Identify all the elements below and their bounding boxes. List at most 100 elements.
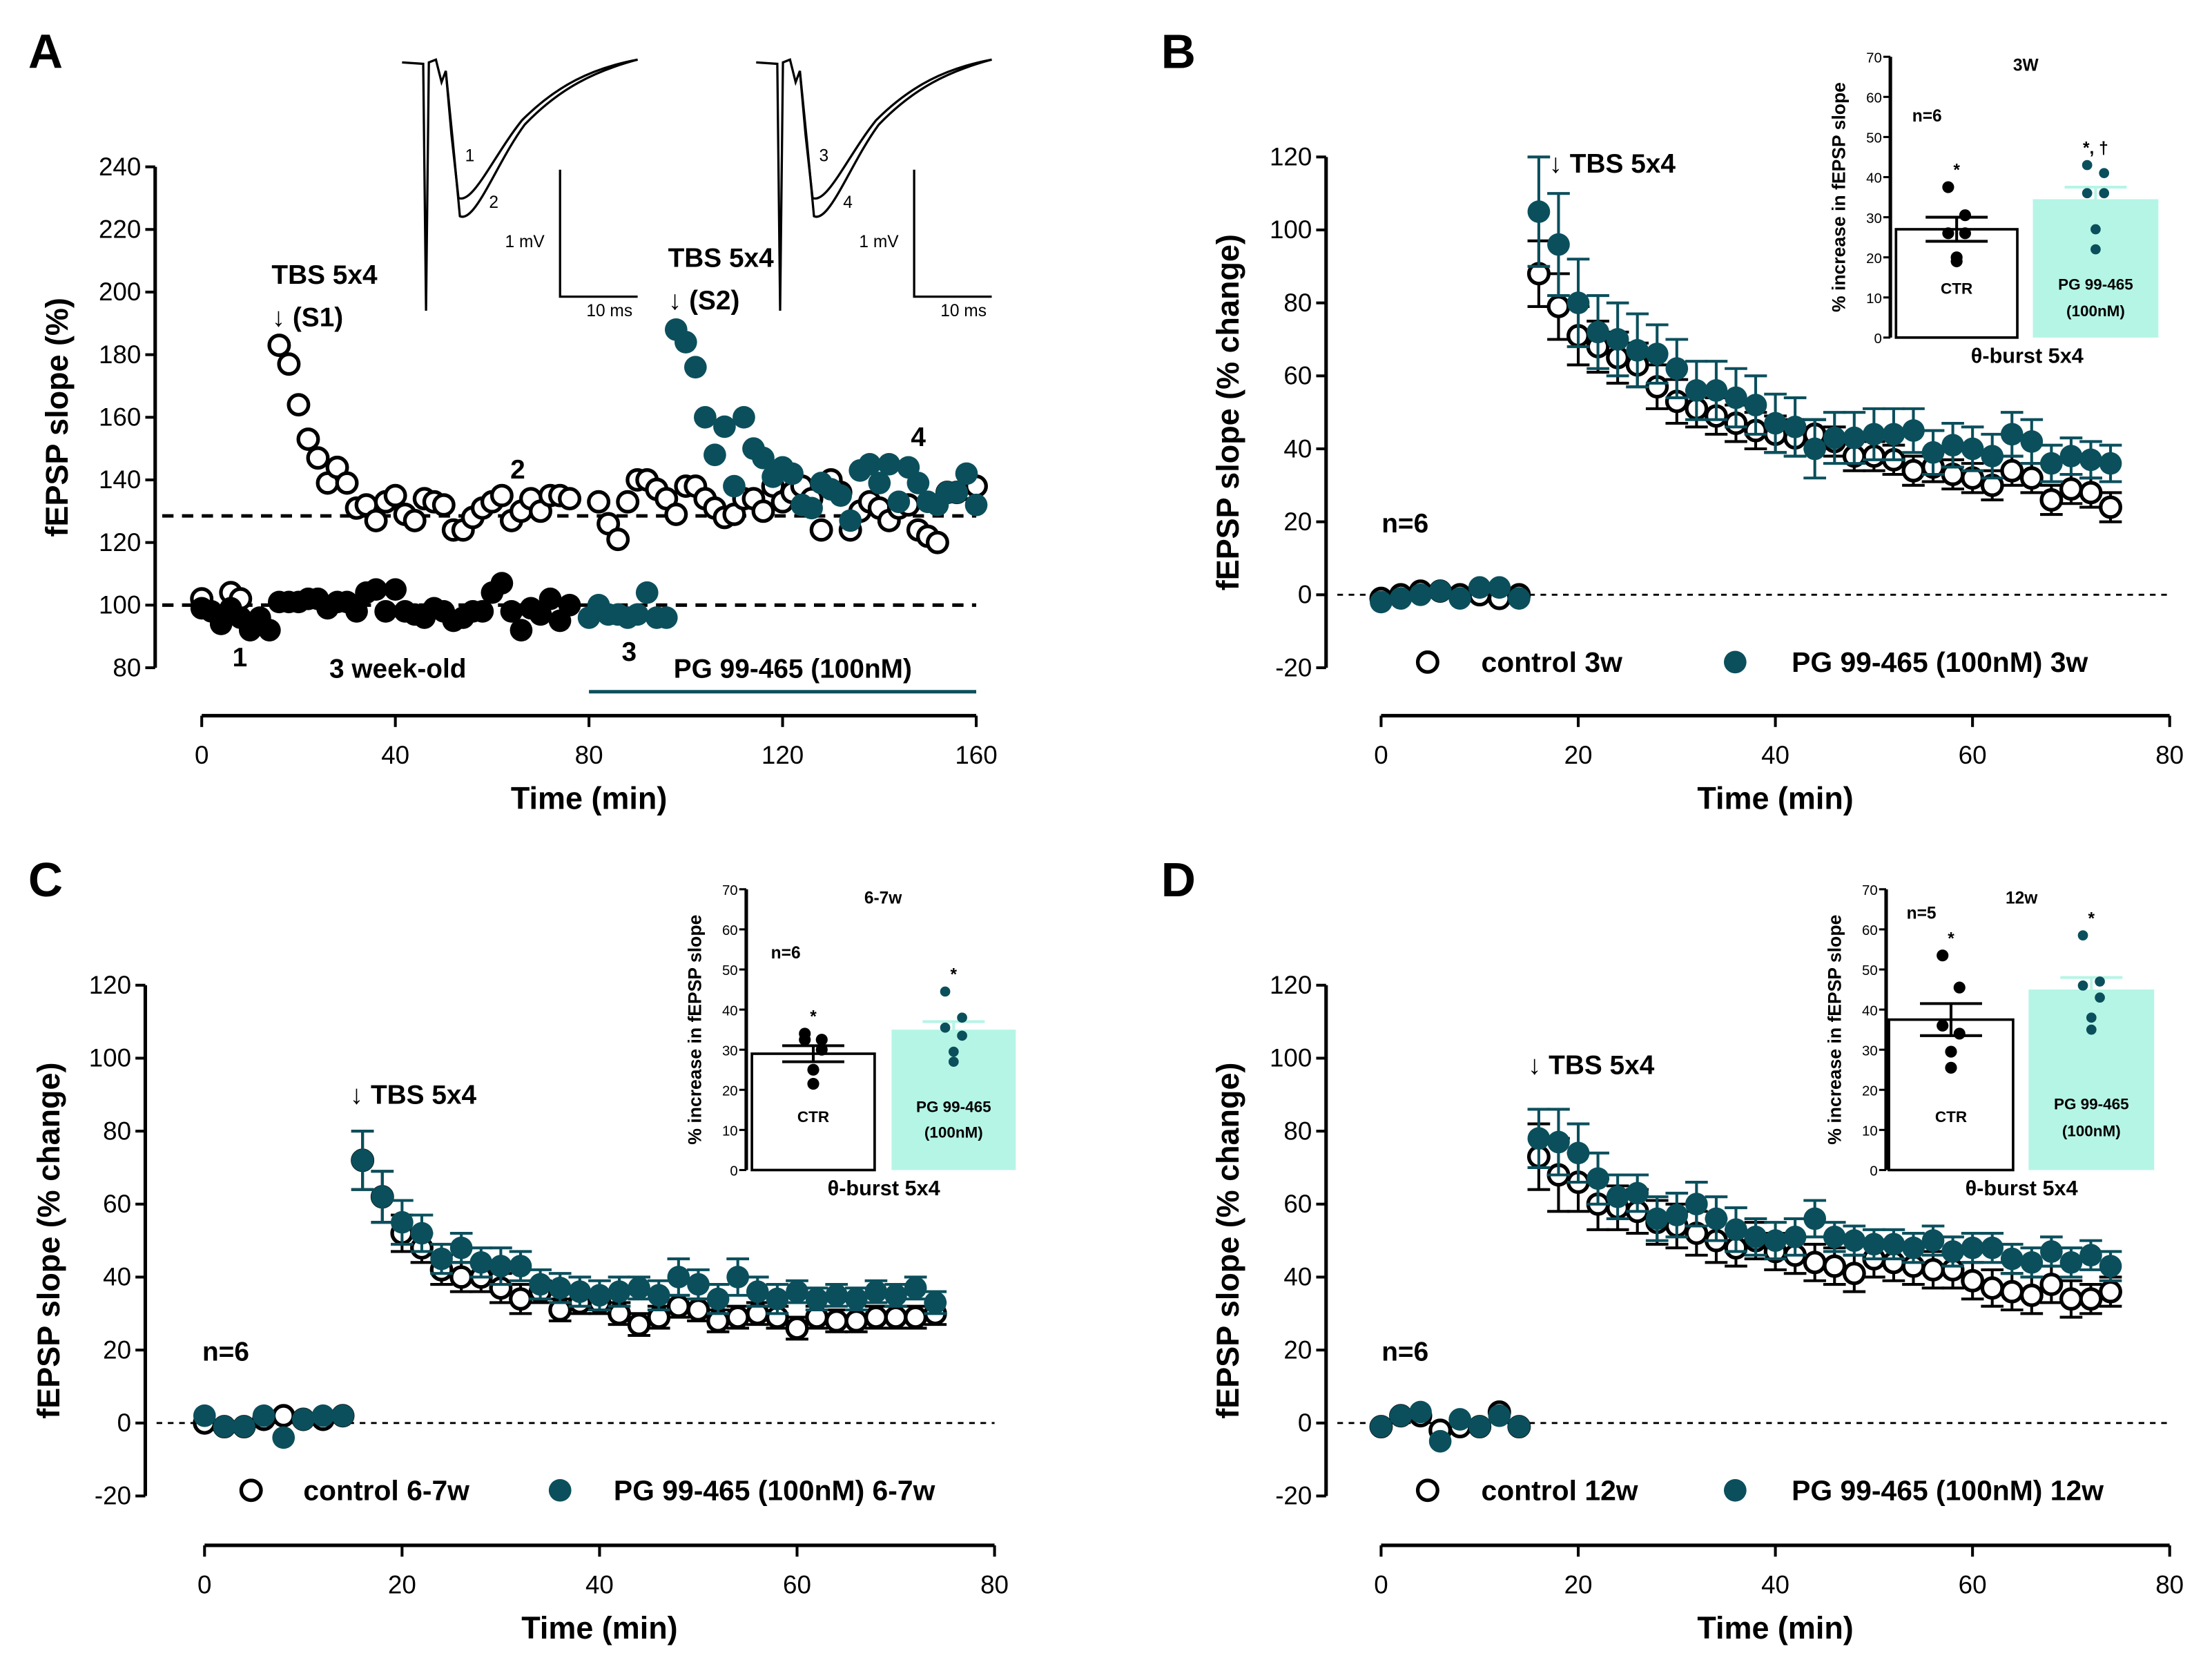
individual-point (948, 1046, 959, 1057)
y-tick-label: 120 (1270, 143, 1312, 171)
timepoint-label: 1 (233, 643, 248, 673)
series-2-point (839, 509, 862, 532)
panel-letter: A (28, 25, 63, 79)
series-1-point (884, 1284, 907, 1307)
series-1-point (687, 1273, 710, 1296)
x-tick-label: 0 (1374, 741, 1388, 769)
y-tick-label: 240 (99, 153, 141, 181)
y-tick-label: 140 (99, 465, 141, 494)
individual-point (1950, 255, 1963, 268)
y-tick-label: 20 (1866, 251, 1882, 267)
y-tick-label: 0 (1870, 1164, 1877, 1179)
x-tick-label: 20 (1564, 741, 1593, 769)
bar-label: PG 99-465 (916, 1099, 991, 1116)
scale-bar (913, 169, 992, 298)
individual-point (2095, 992, 2105, 1003)
series-2-point (752, 446, 775, 470)
y-tick-label: 160 (99, 403, 141, 432)
series-1-point (1783, 415, 1807, 438)
x-tick-label: 20 (388, 1570, 416, 1599)
individual-point (957, 1012, 967, 1023)
x-tick-label: 160 (955, 741, 997, 769)
series-2-point (625, 603, 649, 626)
series-0-point (884, 1305, 908, 1329)
series-0-point (2059, 477, 2083, 501)
y-tick-label: 60 (103, 1190, 131, 1218)
series-0-point (402, 508, 427, 532)
bar-1: *, † PG 99-465 (100nM) (2032, 139, 2159, 338)
y-tick-label: 70 (722, 883, 738, 898)
series-1-point (568, 1280, 592, 1303)
individual-point (2086, 1012, 2097, 1023)
series-1-point (410, 1222, 434, 1245)
series-1-point (258, 619, 281, 641)
y-tick-label: 80 (1283, 289, 1312, 317)
bar-label: CTR (797, 1108, 829, 1126)
series-0-point (2079, 481, 2103, 505)
individual-point (799, 1034, 811, 1046)
significance-marker: * (2088, 909, 2095, 928)
bar-label: (100nM) (2062, 1122, 2121, 1139)
series-1-point (805, 1287, 828, 1311)
series-1-point (1626, 1181, 1649, 1205)
series-1-point (2040, 1240, 2063, 1263)
individual-point (2099, 168, 2110, 179)
individual-point (2077, 930, 2088, 940)
series-1-point (726, 1266, 750, 1289)
significance-marker: *, † (2083, 139, 2108, 158)
individual-point (807, 1063, 819, 1076)
series-0-point (1980, 1276, 2004, 1300)
series-0-point (726, 1305, 750, 1329)
series-1-point (2059, 1251, 2083, 1274)
y-tick-label: 40 (722, 1003, 738, 1019)
series-1-point (1783, 1225, 1807, 1248)
bar (2032, 199, 2159, 338)
y-tick-label: 220 (99, 215, 141, 244)
x-axis-title: θ-burst 5x4 (828, 1177, 940, 1200)
x-tick-label: 40 (381, 741, 409, 769)
series-0-point (904, 1305, 928, 1329)
series-1-point (1409, 1400, 1432, 1424)
series-1-point (1941, 434, 1964, 457)
y-tick-label: 120 (1270, 971, 1312, 999)
series-1-point (469, 1251, 493, 1274)
series-1-point (252, 1404, 275, 1427)
x-axis-title: Time (min) (1697, 780, 1853, 815)
series-0-point (267, 334, 291, 357)
series-0-point (2039, 1273, 2064, 1296)
series-2-point (945, 481, 969, 504)
series-1-point (539, 587, 562, 610)
y-tick-label: 40 (1283, 1263, 1312, 1291)
y-tick-label: 0 (1298, 1409, 1312, 1437)
series-1-point (1744, 1225, 1767, 1248)
legend-label-0: control 6-7w (303, 1475, 469, 1507)
y-tick-label: 100 (1270, 1044, 1312, 1072)
series-2-point (723, 474, 746, 498)
series-0-point (489, 483, 514, 508)
individual-point (2095, 976, 2105, 987)
series-1-point (1921, 441, 1945, 464)
y-tick-label: 30 (1866, 211, 1882, 226)
series-0-point (2000, 459, 2024, 483)
x-tick-label: 0 (197, 1570, 211, 1599)
series-1-point (647, 1284, 670, 1307)
x-tick-label: 80 (2155, 741, 2184, 769)
individual-point (940, 986, 951, 997)
series-1-point (2000, 423, 2024, 446)
series-1-point (1685, 379, 1708, 402)
series-1-point (193, 1404, 216, 1427)
x-tick-label: 20 (1564, 1570, 1593, 1599)
individual-point (2099, 188, 2110, 199)
series-1-point (1468, 576, 1491, 599)
series-1-point (1705, 379, 1728, 402)
bar-label: CTR (1935, 1108, 1967, 1126)
series-0-point (306, 446, 330, 470)
bar-1: * PG 99-465 (100nM) (2028, 909, 2155, 1170)
y-axis-title: fEPSP slope (% change) (31, 1063, 66, 1419)
legend-marker-1 (548, 1478, 572, 1502)
y-tick-label: -20 (1275, 1482, 1312, 1510)
series-1-point (1863, 423, 1885, 446)
series-0-point (785, 1316, 809, 1340)
series-0-point (449, 1265, 474, 1289)
